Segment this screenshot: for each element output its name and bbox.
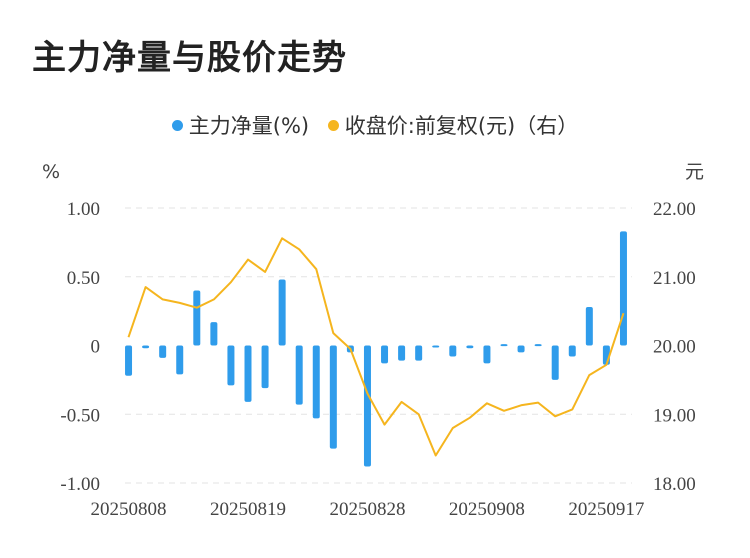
right-axis-unit: 元 bbox=[685, 161, 704, 183]
bar[interactable] bbox=[398, 345, 406, 361]
bar[interactable] bbox=[142, 345, 150, 349]
left-axis-unit: % bbox=[42, 161, 60, 183]
bar[interactable] bbox=[466, 345, 474, 349]
bar[interactable] bbox=[449, 345, 457, 357]
bar-series bbox=[125, 231, 627, 467]
bar[interactable] bbox=[517, 345, 525, 353]
chart-title: 主力净量与股价走势 bbox=[32, 38, 347, 78]
bar[interactable] bbox=[210, 322, 218, 346]
x-tick-label: 20250917 bbox=[568, 499, 644, 520]
bar[interactable] bbox=[244, 345, 252, 402]
bar[interactable] bbox=[329, 345, 337, 449]
legend-dot-orange-icon bbox=[327, 119, 339, 131]
right-axis-ticks: 22.00 21.00 20.00 19.00 18.00 bbox=[653, 199, 696, 495]
bar[interactable] bbox=[381, 345, 389, 364]
bar[interactable] bbox=[261, 345, 269, 389]
close-price-line[interactable] bbox=[127, 237, 625, 457]
bar[interactable] bbox=[176, 345, 184, 375]
right-tick-label: 22.00 bbox=[653, 199, 696, 220]
bar[interactable] bbox=[295, 345, 303, 405]
bar[interactable] bbox=[619, 231, 627, 346]
left-tick-label: -0.50 bbox=[60, 405, 100, 426]
right-tick-label: 18.00 bbox=[653, 474, 696, 495]
legend-item-net-volume[interactable]: 主力净量(%) bbox=[171, 110, 310, 140]
bar[interactable] bbox=[415, 345, 423, 361]
right-tick-label: 20.00 bbox=[653, 337, 696, 358]
left-tick-label: 0 bbox=[91, 337, 101, 358]
bar[interactable] bbox=[278, 279, 286, 346]
x-tick-label: 20250819 bbox=[210, 499, 286, 520]
bar[interactable] bbox=[534, 344, 542, 347]
legend-label-net-volume: 主力净量(%) bbox=[188, 114, 310, 138]
bar[interactable] bbox=[551, 345, 559, 380]
bar[interactable] bbox=[568, 345, 576, 357]
left-axis-ticks: 1.00 0.50 0 -0.50 -1.00 bbox=[60, 199, 100, 495]
right-tick-label: 19.00 bbox=[653, 405, 696, 426]
legend-label-close-price: 收盘价:前复权(元)（右） bbox=[344, 114, 579, 138]
line-series bbox=[127, 237, 625, 457]
bar[interactable] bbox=[585, 307, 593, 346]
x-axis-ticks: 20250808 20250819 20250828 20250908 20250917 bbox=[91, 499, 645, 520]
left-tick-label: 0.50 bbox=[67, 268, 100, 289]
legend-item-close-price[interactable]: 收盘价:前复权(元)（右） bbox=[327, 110, 579, 140]
right-tick-label: 21.00 bbox=[653, 268, 696, 289]
legend-dot-blue-icon bbox=[171, 119, 183, 131]
x-tick-label: 20250808 bbox=[91, 499, 167, 520]
left-tick-label: 1.00 bbox=[67, 199, 100, 220]
bar[interactable] bbox=[500, 344, 508, 347]
bar[interactable] bbox=[159, 345, 167, 358]
bar[interactable] bbox=[363, 345, 371, 467]
bar[interactable] bbox=[483, 345, 491, 364]
bar[interactable] bbox=[312, 345, 320, 419]
bar[interactable] bbox=[432, 345, 440, 348]
x-tick-label: 20250828 bbox=[329, 499, 405, 520]
left-tick-label: -1.00 bbox=[60, 474, 100, 495]
bar[interactable] bbox=[227, 345, 235, 386]
x-tick-label: 20250908 bbox=[449, 499, 525, 520]
bar[interactable] bbox=[193, 290, 201, 346]
legend: 主力净量(%) 收盘价:前复权(元)（右） bbox=[0, 110, 750, 140]
bar[interactable] bbox=[125, 345, 133, 376]
